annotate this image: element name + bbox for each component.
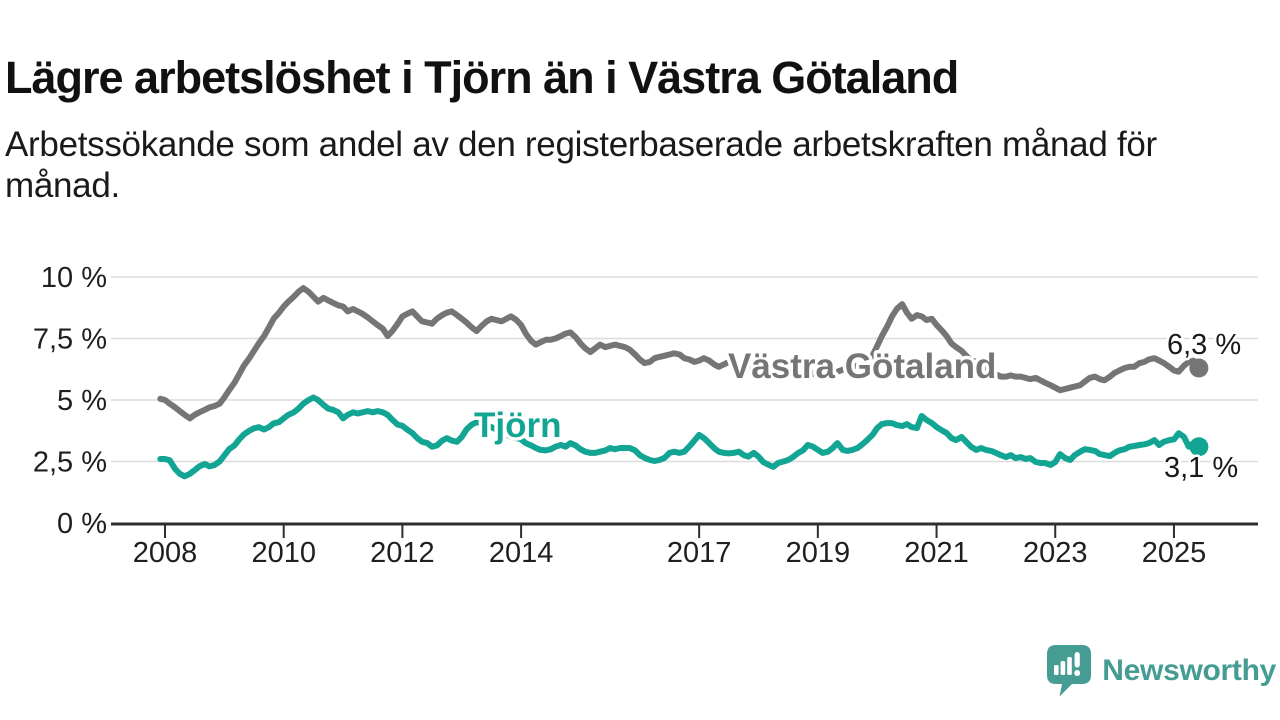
series-line-tjorn [157, 394, 1202, 480]
logo-bar-medium [1060, 661, 1066, 675]
y-axis-label: 2,5 % [33, 447, 107, 479]
y-axis-label: 10 % [41, 262, 107, 294]
chart-plot-area: 0 % 2,5 % 5 % 7,5 % 10 % 2008 2010 2012 2014 2017… [33, 262, 1258, 569]
speech-bubble-bar-chart-icon [1047, 645, 1092, 697]
series-label-vastra-gotaland: Västra Götaland [728, 347, 996, 386]
x-axis-label: 2010 [251, 537, 316, 569]
y-axis-label: 5 % [57, 385, 107, 417]
series-line-vastra-gotaland [157, 285, 1202, 422]
end-value-label-vastra-gotaland: 6,3 % [1167, 329, 1241, 361]
x-axis-label: 2008 [133, 537, 198, 569]
x-axis-label: 2019 [786, 537, 851, 569]
y-axis-label: 7,5 % [33, 324, 107, 356]
x-axis-label: 2021 [904, 537, 969, 569]
series-label-tjorn: Tjörn [474, 406, 561, 445]
newsworthy-logo: Newsworthy [1046, 645, 1276, 697]
x-axis-label: 2023 [1023, 537, 1088, 569]
x-axis-label: 2014 [489, 537, 554, 569]
newsworthy-logo-text: Newsworthy [1102, 654, 1276, 687]
logo-bar-large [1067, 657, 1073, 675]
x-axis-label: 2025 [1142, 537, 1207, 569]
logo-exclamation-bar [1074, 652, 1081, 668]
end-dot-tjorn [1189, 437, 1209, 457]
chart-subtitle: Arbetssökande som andel av den registerb… [5, 124, 1265, 206]
end-value-label-tjorn: 3,1 % [1164, 452, 1238, 484]
x-axis-label: 2012 [370, 537, 435, 569]
logo-bar-small [1054, 665, 1059, 675]
end-dot-vastra-gotaland [1189, 358, 1209, 378]
logo-exclamation-dot [1074, 670, 1081, 676]
chart-title: Lägre arbetslöshet i Tjörn än i Västra G… [5, 52, 959, 104]
chart-subtitle-line2: månad. [5, 166, 120, 205]
chart-subtitle-line1: Arbetssökande som andel av den registerb… [5, 125, 1157, 164]
y-axis-label: 0 % [57, 508, 107, 540]
x-axis-label: 2017 [667, 537, 732, 569]
